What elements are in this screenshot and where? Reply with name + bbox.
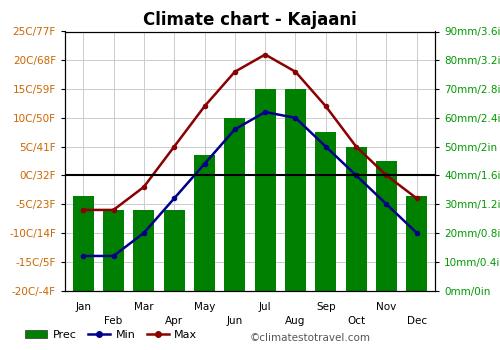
Bar [72,196,94,290]
Bar [285,89,306,290]
Bar [224,118,246,290]
Text: Nov: Nov [376,302,396,312]
Bar [376,161,397,290]
Text: Jan: Jan [75,302,91,312]
Text: Oct: Oct [347,315,365,326]
Text: Dec: Dec [406,315,427,326]
Text: Mar: Mar [134,302,154,312]
Title: Climate chart - Kajaani: Climate chart - Kajaani [143,10,357,29]
Text: Feb: Feb [104,315,122,326]
Text: Aug: Aug [286,315,306,326]
Bar [194,155,215,290]
Text: Sep: Sep [316,302,336,312]
Bar [103,210,124,290]
Text: Apr: Apr [165,315,183,326]
Bar [315,132,336,290]
Text: ©climatestotravel.com: ©climatestotravel.com [250,333,371,343]
Bar [254,89,276,290]
Bar [133,210,154,290]
Text: Jun: Jun [226,315,243,326]
Bar [164,210,185,290]
Bar [406,196,427,290]
Text: Jul: Jul [259,302,272,312]
Text: May: May [194,302,215,312]
Legend: Prec, Min, Max: Prec, Min, Max [20,326,202,344]
Bar [346,147,367,290]
